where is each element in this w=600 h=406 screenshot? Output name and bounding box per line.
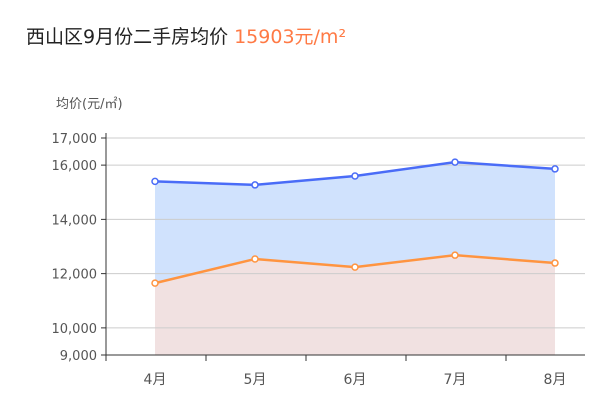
y-axis-label: 均价(元/㎡): [56, 97, 123, 112]
y-tick-label: 17,000: [52, 132, 98, 147]
x-tick-label: 4月: [144, 372, 167, 388]
y-tick-label: 14,000: [52, 213, 98, 228]
data-point: [351, 172, 359, 180]
series-area-1: [155, 255, 555, 355]
y-tick-label: 16,000: [52, 159, 98, 174]
data-point: [151, 177, 159, 186]
data-point: [451, 158, 459, 166]
x-tick-label: 5月: [244, 372, 267, 388]
chart-title: 西山区9月份二手房均价 15903元/m²: [26, 22, 346, 49]
current-price: 15903元/m²: [234, 26, 347, 48]
y-tick-label: 10,000: [52, 322, 98, 337]
data-point: [251, 181, 259, 189]
data-point: [551, 259, 559, 267]
data-point: [351, 263, 359, 271]
data-point: [451, 251, 459, 259]
data-point: [251, 255, 259, 263]
title-text: 西山区9月份二手房均价: [26, 26, 229, 48]
y-tick-label: 9,000: [60, 349, 97, 364]
x-tick-label: 7月: [444, 372, 467, 388]
x-tick-label: 8月: [544, 372, 567, 388]
data-point: [151, 279, 159, 287]
data-point: [551, 165, 559, 173]
x-tick-label: 6月: [344, 372, 367, 388]
y-tick-label: 12,000: [52, 268, 98, 283]
